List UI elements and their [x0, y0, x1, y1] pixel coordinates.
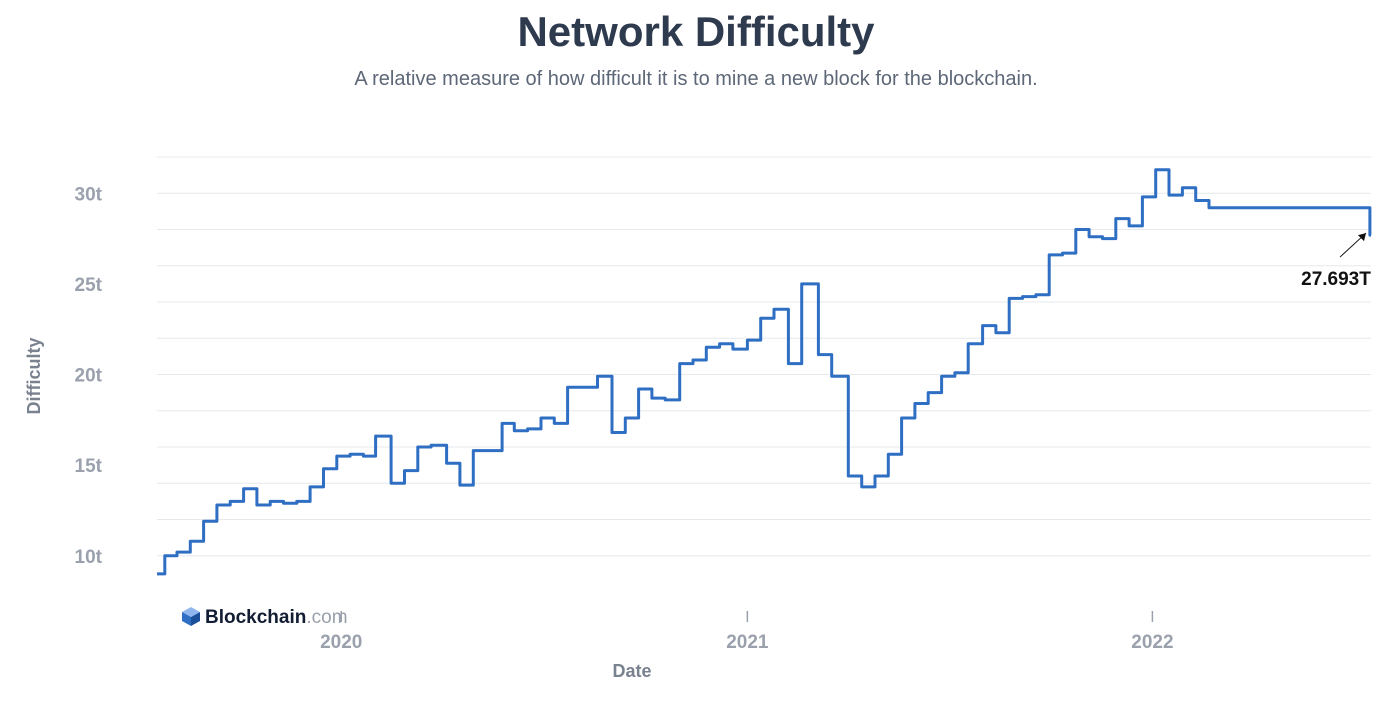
y-tick-label: 20t [75, 366, 103, 387]
y-axis-label: Difficulty [24, 337, 44, 414]
y-tick-label: 15t [75, 456, 103, 477]
difficulty-series-line [157, 168, 1372, 576]
annotation-label: 27.693T [1301, 269, 1371, 290]
gridlines [157, 156, 1371, 557]
y-tick-label: 10t [75, 547, 103, 568]
x-tick-label: 2022 [1131, 632, 1173, 653]
annotation-arrowhead [1358, 233, 1366, 242]
x-axis-label: Date [612, 661, 651, 681]
y-axis-ticks: 10t 15t 20t 25t 30t [75, 184, 103, 568]
x-tick-label: 2021 [726, 632, 769, 653]
latest-value-annotation: 27.693T [1301, 232, 1371, 290]
brand-suffix-text: .com [306, 607, 347, 628]
chart-title: Network Difficulty [517, 8, 875, 55]
x-axis-ticks: 2020 2021 2022 [320, 611, 1174, 653]
brand-name: Blockchain.com [205, 607, 348, 628]
chart-subtitle: A relative measure of how difficult it i… [354, 68, 1038, 90]
brand-name-text: Blockchain [205, 607, 306, 628]
y-tick-label: 30t [75, 184, 103, 205]
x-tick-label: 2020 [320, 632, 362, 653]
blockchain-logo: Blockchain.com [182, 607, 348, 628]
blockchain-cube-icon [182, 607, 200, 626]
y-tick-label: 25t [75, 275, 103, 296]
